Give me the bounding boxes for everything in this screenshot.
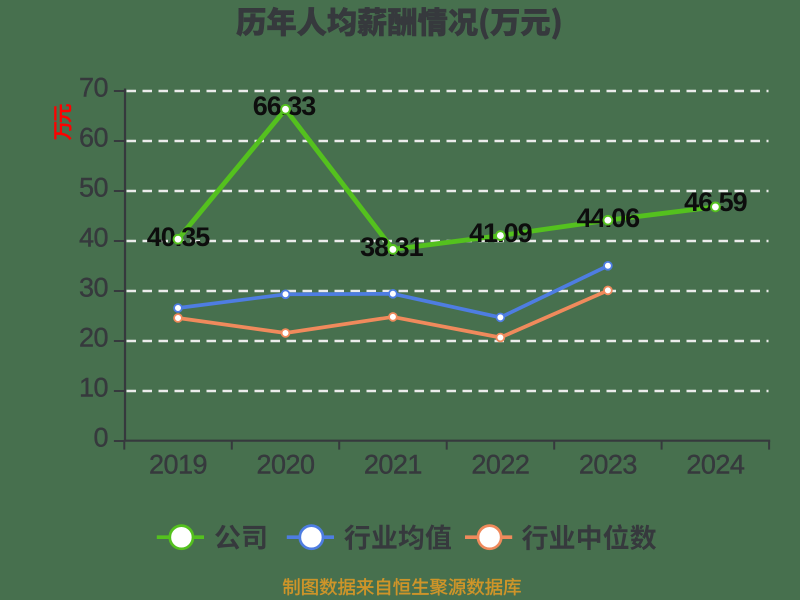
svg-text:30: 30	[79, 273, 108, 303]
svg-text:60: 60	[79, 123, 108, 153]
svg-text:2020: 2020	[256, 450, 314, 480]
svg-text:20: 20	[79, 323, 108, 353]
svg-text:2024: 2024	[686, 450, 745, 480]
svg-text:50: 50	[79, 173, 108, 203]
svg-text:0: 0	[93, 423, 108, 453]
svg-text:70: 70	[79, 73, 108, 103]
svg-text:2021: 2021	[364, 450, 422, 480]
svg-text:10: 10	[79, 373, 108, 403]
svg-text:2019: 2019	[149, 450, 207, 480]
svg-text:2023: 2023	[579, 450, 637, 480]
svg-text:2022: 2022	[471, 450, 529, 480]
svg-text:40: 40	[79, 223, 108, 253]
